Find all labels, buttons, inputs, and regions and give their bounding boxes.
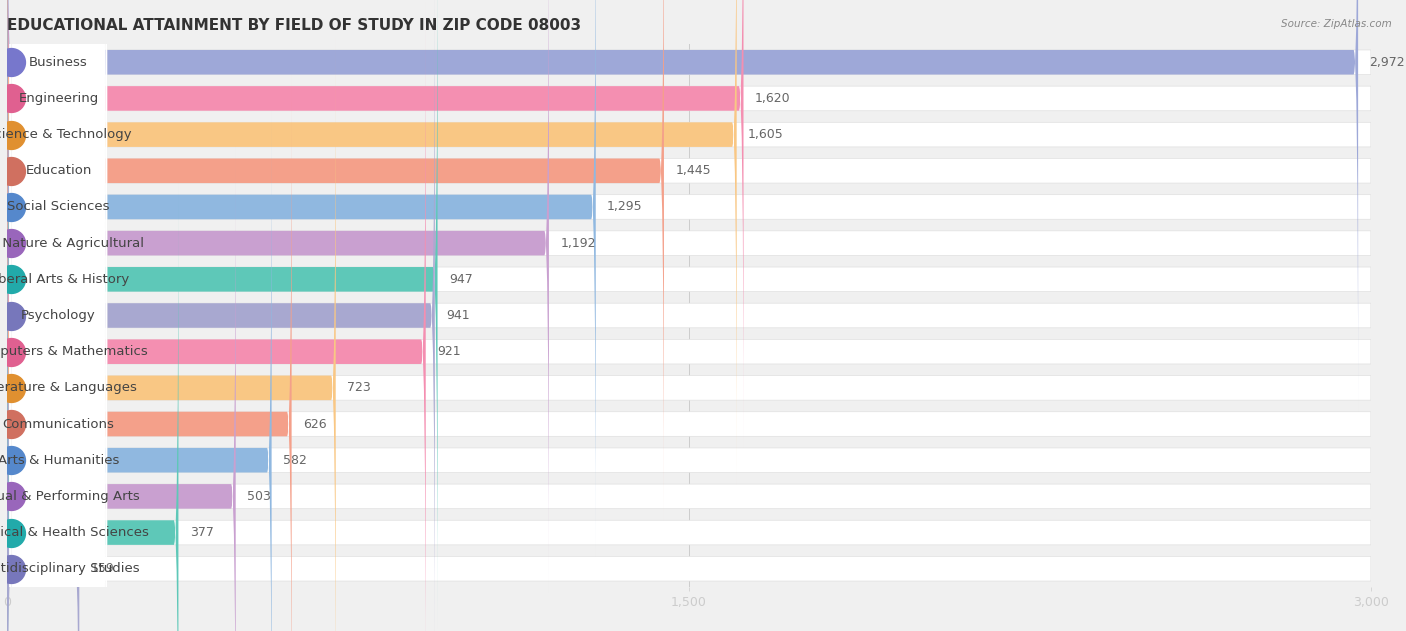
Text: 626: 626	[302, 418, 326, 430]
FancyBboxPatch shape	[10, 0, 107, 631]
Text: 941: 941	[446, 309, 470, 322]
FancyBboxPatch shape	[7, 110, 271, 631]
FancyBboxPatch shape	[10, 36, 107, 631]
FancyBboxPatch shape	[10, 0, 107, 631]
Text: 1,620: 1,620	[755, 92, 790, 105]
FancyBboxPatch shape	[10, 0, 107, 558]
Text: Business: Business	[30, 56, 87, 69]
FancyBboxPatch shape	[10, 217, 107, 631]
FancyBboxPatch shape	[7, 0, 744, 448]
Text: Bio, Nature & Agricultural: Bio, Nature & Agricultural	[0, 237, 143, 250]
FancyBboxPatch shape	[10, 0, 107, 450]
Text: Education: Education	[25, 164, 91, 177]
Text: EDUCATIONAL ATTAINMENT BY FIELD OF STUDY IN ZIP CODE 08003: EDUCATIONAL ATTAINMENT BY FIELD OF STUDY…	[7, 18, 581, 33]
Text: 1,445: 1,445	[675, 164, 711, 177]
FancyBboxPatch shape	[7, 0, 1358, 412]
Text: 723: 723	[347, 381, 371, 394]
FancyBboxPatch shape	[10, 73, 107, 631]
Text: 1,605: 1,605	[748, 128, 783, 141]
Text: Liberal Arts & History: Liberal Arts & History	[0, 273, 129, 286]
Text: Social Sciences: Social Sciences	[7, 201, 110, 213]
Text: 377: 377	[190, 526, 214, 539]
FancyBboxPatch shape	[10, 0, 107, 487]
Text: Multidisciplinary Studies: Multidisciplinary Studies	[0, 562, 139, 575]
FancyBboxPatch shape	[7, 0, 434, 631]
FancyBboxPatch shape	[7, 2, 426, 631]
FancyBboxPatch shape	[7, 0, 548, 593]
FancyBboxPatch shape	[7, 0, 437, 629]
FancyBboxPatch shape	[10, 181, 107, 631]
FancyBboxPatch shape	[7, 521, 1371, 545]
FancyBboxPatch shape	[7, 339, 1371, 364]
FancyBboxPatch shape	[7, 448, 1371, 473]
Text: 503: 503	[247, 490, 271, 503]
Text: Science & Technology: Science & Technology	[0, 128, 131, 141]
FancyBboxPatch shape	[7, 0, 737, 484]
Text: 921: 921	[437, 345, 461, 358]
FancyBboxPatch shape	[7, 183, 179, 631]
FancyBboxPatch shape	[7, 412, 1371, 436]
Text: Literature & Languages: Literature & Languages	[0, 381, 136, 394]
FancyBboxPatch shape	[7, 147, 236, 631]
FancyBboxPatch shape	[7, 0, 664, 521]
FancyBboxPatch shape	[10, 109, 107, 631]
FancyBboxPatch shape	[7, 50, 1371, 74]
FancyBboxPatch shape	[10, 0, 107, 414]
Text: Visual & Performing Arts: Visual & Performing Arts	[0, 490, 139, 503]
FancyBboxPatch shape	[7, 158, 1371, 183]
FancyBboxPatch shape	[7, 267, 1371, 292]
Text: Communications: Communications	[3, 418, 114, 430]
Text: Computers & Mathematics: Computers & Mathematics	[0, 345, 148, 358]
FancyBboxPatch shape	[7, 86, 1371, 110]
FancyBboxPatch shape	[7, 304, 1371, 327]
Text: 947: 947	[449, 273, 472, 286]
FancyBboxPatch shape	[10, 144, 107, 631]
Text: 1,192: 1,192	[560, 237, 596, 250]
Text: Engineering: Engineering	[18, 92, 98, 105]
Text: Source: ZipAtlas.com: Source: ZipAtlas.com	[1281, 19, 1392, 29]
FancyBboxPatch shape	[7, 219, 79, 631]
Text: Arts & Humanities: Arts & Humanities	[0, 454, 120, 467]
FancyBboxPatch shape	[7, 195, 1371, 219]
FancyBboxPatch shape	[10, 0, 107, 595]
FancyBboxPatch shape	[7, 122, 1371, 147]
FancyBboxPatch shape	[7, 375, 1371, 400]
Text: Psychology: Psychology	[21, 309, 96, 322]
Text: 1,295: 1,295	[607, 201, 643, 213]
Text: Physical & Health Sciences: Physical & Health Sciences	[0, 526, 149, 539]
FancyBboxPatch shape	[10, 0, 107, 522]
FancyBboxPatch shape	[7, 557, 1371, 581]
Text: 159: 159	[90, 562, 114, 575]
Text: 2,972: 2,972	[1369, 56, 1405, 69]
Text: 582: 582	[283, 454, 307, 467]
FancyBboxPatch shape	[7, 38, 336, 631]
FancyBboxPatch shape	[7, 484, 1371, 509]
FancyBboxPatch shape	[7, 0, 596, 557]
FancyBboxPatch shape	[10, 0, 107, 631]
FancyBboxPatch shape	[7, 74, 291, 631]
FancyBboxPatch shape	[7, 231, 1371, 256]
